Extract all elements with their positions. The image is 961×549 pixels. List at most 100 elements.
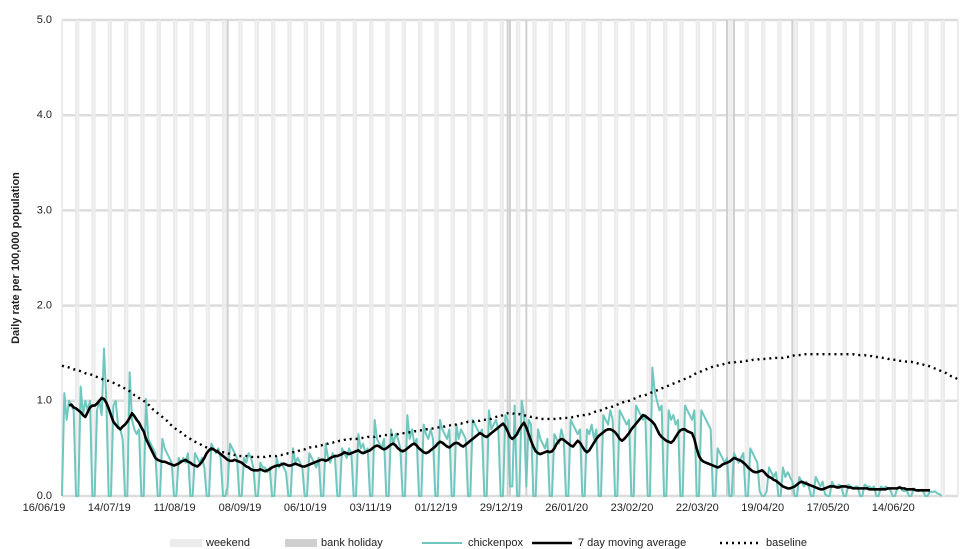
legend-swatch [170,539,202,547]
band-bar [352,20,355,496]
x-tick-label: 03/11/19 [350,502,392,514]
labels: 0.0 1.0 2.0 3.0 4.0 5.0 16/06/19 14/07/19 11/08/… [23,14,915,514]
band-bar [793,20,796,496]
band-bar [567,20,570,496]
band-bar [924,20,927,496]
band-bar [565,20,567,496]
band-bar [61,20,63,496]
series-line [61,347,943,497]
x-tick-label: 01/12/19 [415,502,458,514]
x-tick-label: 29/12/19 [480,502,523,514]
band-bar [663,20,665,496]
band-bar [826,20,829,496]
band-bar [861,20,864,496]
band-bar [91,20,94,496]
legend-item: baseline [720,537,807,549]
band-bar [665,20,668,496]
band-bar [581,20,584,496]
band-bar [777,20,780,496]
band-bar [434,20,437,496]
band-bar [894,20,896,496]
band-bar [240,20,243,496]
band-bar [845,20,847,496]
x-tick-label: 08/09/19 [219,502,262,514]
band-bar [810,20,812,496]
band-bar [630,20,633,496]
x-tick-label: 19/04/20 [741,502,784,514]
legend-swatch [285,539,317,547]
band-bar [159,20,161,496]
y-tick-label: 5.0 [37,14,52,26]
x-tick-label: 16/06/19 [23,502,66,514]
band-bar [957,20,959,496]
band-bar [436,20,439,496]
x-tick-label: 11/08/19 [154,502,196,514]
band-bar [222,20,224,496]
band-bar [649,20,651,496]
y-tick-label: 2.0 [37,300,52,312]
band-bar [191,20,194,496]
band-bar [796,20,798,496]
x-tick-label: 14/06/20 [872,502,915,514]
x-tick-label: 06/10/19 [284,502,327,514]
legend-item: chickenpox [422,537,524,549]
band-bar [614,20,616,496]
band-bar [763,20,766,496]
band-bar [77,20,80,496]
band-bar [891,20,894,496]
band-bar [600,20,602,496]
legend-item: bank holiday [285,537,383,549]
band-bar [943,20,945,496]
band-bar [646,20,649,496]
legend-label: bank holiday [321,537,383,549]
band-bar [828,20,831,496]
band-bar [812,20,815,496]
band-bar [616,20,619,496]
band-bar [714,20,717,496]
legend-item: weekend [170,537,250,549]
band-bar [254,20,257,496]
band-bar [175,20,178,496]
y-tick-label: 3.0 [37,204,52,216]
series-line [61,352,959,459]
band-bar [761,20,763,496]
band-bar [597,20,600,496]
band-bar [469,20,472,496]
band-bar [681,20,684,496]
band-bar [744,20,747,496]
band-bar [189,20,192,496]
band-bar [502,20,504,496]
legend-label: baseline [766,537,807,549]
band-bar [518,20,521,496]
band-bar [551,20,553,496]
band-bar [525,20,528,496]
legend-label: weekend [205,537,250,549]
band-bar [747,20,749,496]
legend-label: 7 day moving average [578,537,686,549]
band-bar [695,20,698,496]
x-tick-label: 14/07/19 [88,502,131,514]
band-bar [320,20,322,496]
band-bar [404,20,406,496]
band-bar [450,20,453,496]
band-bar [303,20,306,496]
band-bar [385,20,388,496]
band-bar [940,20,943,496]
band-bar [467,20,469,496]
band-bar [516,20,518,496]
y-tick-label: 0.0 [37,490,52,502]
y-tick-label: 1.0 [37,395,52,407]
band-bar [289,20,292,496]
band-bar [226,20,229,496]
band-bar [908,20,910,496]
bands [61,20,959,496]
band-bar [401,20,404,496]
band-bar [208,20,210,496]
band-bar [287,20,290,496]
band-bar [205,20,208,496]
band-bar [107,20,110,496]
band-bar [173,20,175,496]
band-bar [726,20,728,496]
